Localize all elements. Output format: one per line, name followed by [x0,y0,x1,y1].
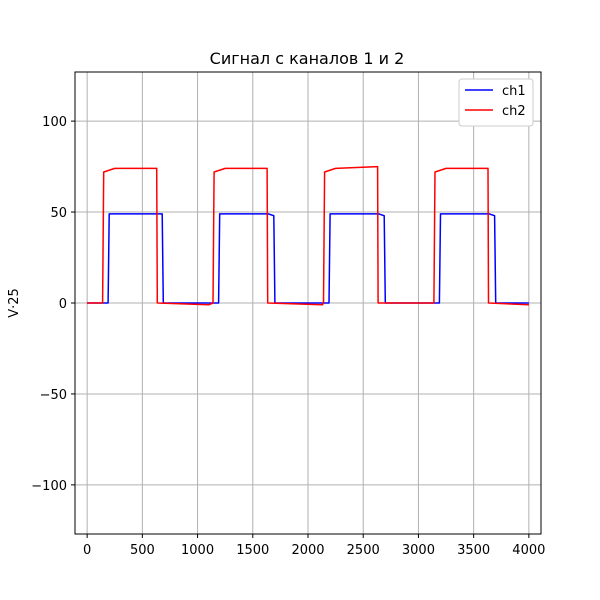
y-axis: −100 −50 0 50 100 [31,115,75,494]
x-axis: 0 500 1000 1500 2000 2500 3000 3500 4000 [83,534,545,558]
x-tick-label: 2500 [347,543,380,558]
y-axis-label: V·25 [7,288,22,318]
x-tick-label: 3500 [457,543,490,558]
y-tick-label: −100 [31,479,67,494]
legend-label-ch1: ch1 [502,84,526,99]
y-tick-label: 50 [50,206,67,221]
y-tick-label: 0 [59,297,67,312]
x-tick-label: 0 [83,543,91,558]
series-line-ch2 [87,165,529,306]
y-tick-label: −50 [40,388,67,403]
x-tick-label: 3000 [402,543,435,558]
x-tick-label: 2000 [291,543,324,558]
y-tick-label: 100 [42,115,67,130]
x-tick-label: 4000 [512,543,545,558]
chart-title: Сигнал с каналов 1 и 2 [210,49,405,68]
x-tick-label: 1000 [181,543,214,558]
x-tick-label: 1500 [236,543,269,558]
plot-area [87,165,529,306]
x-tick-label: 500 [130,543,155,558]
legend-label-ch2: ch2 [502,104,526,119]
series-line-ch1 [87,213,529,304]
